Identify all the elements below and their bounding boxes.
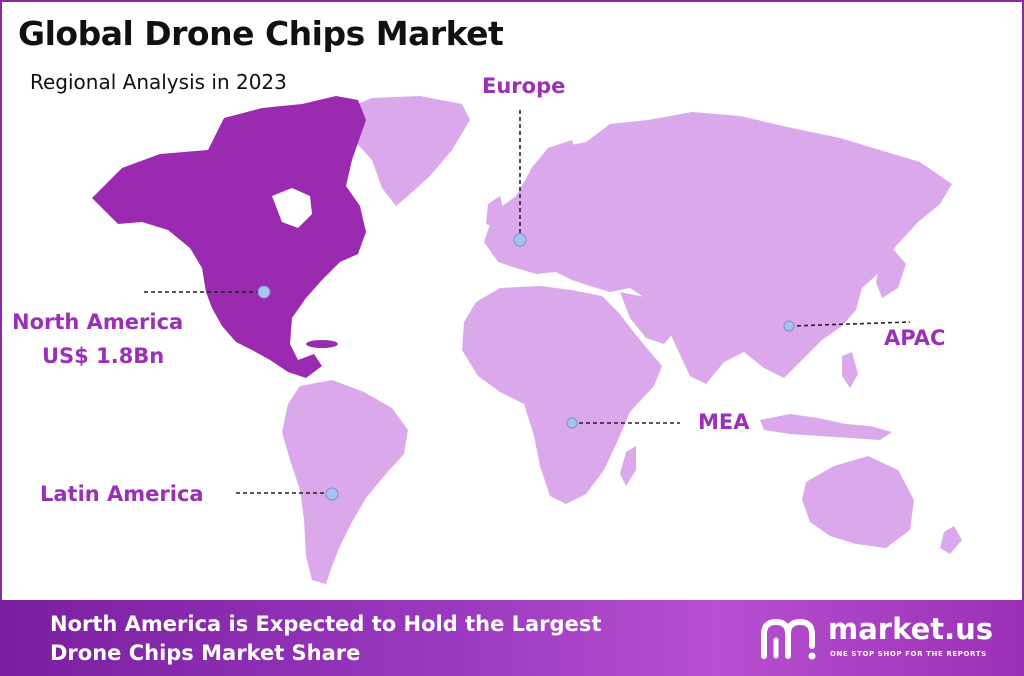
uk-shape xyxy=(486,196,504,228)
page-subtitle: Regional Analysis in 2023 xyxy=(30,70,287,94)
japan-shape xyxy=(876,250,906,298)
mea-marker xyxy=(566,417,578,429)
madagascar-shape xyxy=(620,446,636,486)
south-america-shape xyxy=(282,380,408,584)
north-america-label: North America xyxy=(12,310,184,334)
greenland-shape xyxy=(338,96,470,206)
indonesia-shape xyxy=(760,414,892,440)
latin-america-label: Latin America xyxy=(40,482,204,506)
africa-shape xyxy=(462,286,662,504)
europe-marker xyxy=(513,233,527,247)
north-america-marker xyxy=(257,285,271,299)
footer-line-1: North America is Expected to Hold the La… xyxy=(50,612,602,636)
footer-banner: North America is Expected to Hold the La… xyxy=(0,600,1024,676)
footer-message: North America is Expected to Hold the La… xyxy=(50,610,601,668)
cuba-shape xyxy=(306,340,338,348)
footer-line-2: Drone Chips Market Share xyxy=(50,641,361,665)
apac-marker xyxy=(783,320,795,332)
hudson-bay xyxy=(272,188,312,228)
mea-label: MEA xyxy=(698,410,750,434)
world-map xyxy=(92,96,962,584)
philippines-shape xyxy=(842,352,858,388)
arabia-shape xyxy=(620,292,676,344)
apac-label: APAC xyxy=(884,326,946,350)
eurasia-shape xyxy=(484,112,952,384)
latin-america-marker xyxy=(325,487,339,501)
new-zealand-shape xyxy=(940,526,962,554)
australia-shape xyxy=(802,456,914,548)
india-shape xyxy=(676,300,724,380)
europe-label: Europe xyxy=(482,74,566,98)
scandinavia-shape xyxy=(530,140,578,200)
brand-name: market.us xyxy=(828,612,994,646)
north-america-value: US$ 1.8Bn xyxy=(42,344,165,368)
brand-block: market.us ONE STOP SHOP FOR THE REPORTS xyxy=(760,612,1010,668)
brand-tagline: ONE STOP SHOP FOR THE REPORTS xyxy=(830,650,987,658)
north-america-shape xyxy=(92,96,366,378)
apac-leader-line xyxy=(789,321,911,327)
page-title: Global Drone Chips Market xyxy=(18,14,504,53)
market-us-logo-icon xyxy=(761,618,816,660)
